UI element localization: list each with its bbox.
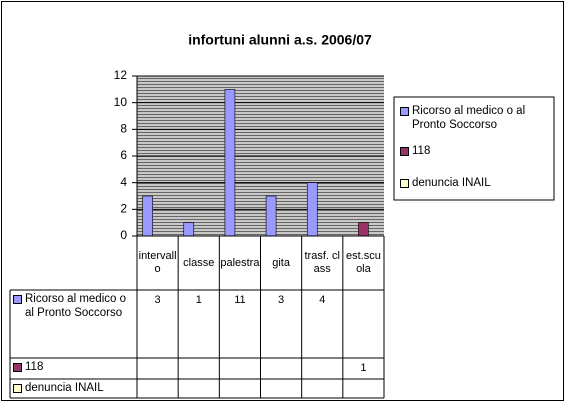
y-tick-label: 0 xyxy=(120,228,127,242)
legend-entry: denuncia INAIL xyxy=(400,176,552,190)
cell-box: trasf. class xyxy=(304,250,340,275)
x-tick-label: est.scuola xyxy=(345,250,381,275)
legend-label: 118 xyxy=(412,145,431,157)
cell-box: est.scuola xyxy=(345,250,381,275)
legend-swatch xyxy=(400,147,409,156)
cell-box: gita xyxy=(272,256,290,269)
cell-box: 118 xyxy=(13,360,134,374)
legend-entry: 118 xyxy=(400,144,552,158)
x-tick-label: gita xyxy=(272,256,290,269)
table-value: 1 xyxy=(360,362,366,374)
row-label: denuncia INAIL xyxy=(25,382,104,394)
bar xyxy=(183,222,195,237)
legend-entry: Ricorso al medico o al Pronto Soccorso xyxy=(400,104,552,132)
table-value: 4 xyxy=(319,294,325,306)
y-tick-label: 8 xyxy=(120,122,127,136)
table-value: 3 xyxy=(278,294,284,306)
bar xyxy=(358,222,369,237)
y-tick-label: 6 xyxy=(120,148,127,162)
legend-swatch xyxy=(13,384,22,393)
table-value: 1 xyxy=(196,294,202,306)
legend-swatch xyxy=(13,295,22,304)
cell-box: Ricorso al medico o al Pronto Soccorso xyxy=(13,292,134,320)
chart-title: infortuni alunni a.s. 2006/07 xyxy=(188,32,372,48)
cell-box: intervallo xyxy=(138,250,177,275)
bar xyxy=(306,182,318,237)
x-tick-label: classe xyxy=(183,256,215,269)
legend-frame xyxy=(393,96,555,201)
cell-box: palestra xyxy=(220,256,260,269)
row-label: 118 xyxy=(25,361,44,373)
legend-swatch xyxy=(400,107,409,116)
y-tick-label: 10 xyxy=(114,95,128,109)
cell-box: 118 xyxy=(400,144,552,158)
x-tick-label: intervallo xyxy=(138,250,177,275)
cell-box: denuncia INAIL xyxy=(400,176,552,190)
cell-box: Ricorso al medico o al Pronto Soccorso xyxy=(400,104,552,132)
table-row-header: Ricorso al medico o al Pronto Soccorso xyxy=(13,292,134,320)
bar xyxy=(142,195,153,237)
bar xyxy=(224,89,236,237)
y-tick-label: 4 xyxy=(120,175,127,189)
y-tick-label: 2 xyxy=(120,202,127,216)
x-tick-label: palestra xyxy=(220,256,260,269)
legend-label: denuncia INAIL xyxy=(412,177,491,189)
cell-box: classe xyxy=(183,256,215,269)
table-value: 3 xyxy=(155,294,161,306)
legend-label: Ricorso al medico o al Pronto Soccorso xyxy=(412,105,526,131)
table-row-header: 118 xyxy=(13,360,134,374)
table-value: 11 xyxy=(234,294,245,306)
row-label: Ricorso al medico o al Pronto Soccorso xyxy=(25,293,126,319)
legend-swatch xyxy=(13,363,22,372)
cell-box: denuncia INAIL xyxy=(13,381,134,395)
bar xyxy=(265,195,277,237)
legend-swatch xyxy=(400,179,409,188)
x-tick-label: trasf. class xyxy=(304,250,340,275)
table-row-header: denuncia INAIL xyxy=(13,381,134,395)
y-tick-label: 12 xyxy=(114,68,128,82)
